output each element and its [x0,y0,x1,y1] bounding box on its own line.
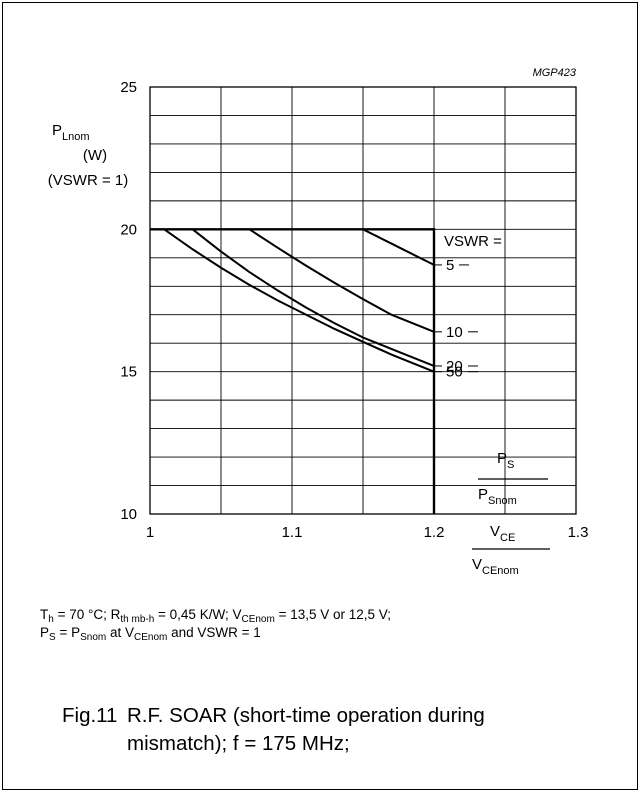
test-conditions: Th = 70 °C; Rth mb-h = 0,45 K/W; VCEnom … [40,606,392,643]
svg-text:PSnom: PSnom [478,486,517,507]
caption-line-1: R.F. SOAR (short-time operation during [127,704,485,727]
y-axis-label: PLnom (W) (VSWR = 1) [48,122,128,189]
soar-boundary-line [150,228,436,514]
vswr-curve-50 [163,228,435,373]
svg-text:(W): (W) [83,147,107,164]
svg-text:PS: PS [497,450,514,471]
y-tick-label: 10 [120,506,137,523]
x-tick-label: 1.2 [424,524,445,541]
conditions-line-1: Th = 70 °C; Rth mb-h = 0,45 K/W; VCEnom … [40,607,392,625]
figure-number: Fig.11 [62,704,118,727]
grid-lines [150,87,576,514]
curve-label-5: 5 [446,257,454,274]
conditions-line-2: PS = PSnom at VCEnom and VSWR = 1 [40,625,261,643]
y-tick-label: 15 [120,364,137,381]
svg-text:PLnom: PLnom [52,122,90,143]
y-tick-label: 25 [120,79,137,96]
svg-text:VCEnom: VCEnom [472,556,519,577]
svg-text:VCE: VCE [490,523,515,544]
x-tick-label: 1.3 [568,524,589,541]
curve-label-20: 20 [446,358,463,375]
legend-title: VSWR = [444,233,502,250]
vswr-curve-5 [362,228,435,266]
x-tick-label: 1.1 [282,524,303,541]
curve-label-50: 50 [446,364,463,381]
figure-id: MGP423 [533,67,577,79]
caption-line-2: mismatch); f = 175 MHz; [127,732,350,755]
curve-label-10: 10 [446,324,463,341]
y-tick-label: 20 [120,221,137,238]
tick-labels: 1 1.1 1.2 1.3 10 15 20 25 [120,79,588,541]
x-axis-label-voltage: VCE VCEnom [472,523,550,577]
vswr-curve-20 [191,228,435,367]
soar-boundary [150,228,436,514]
svg-text:(VSWR = 1): (VSWR = 1) [48,172,128,189]
vswr-curve-10 [248,228,435,333]
x-tick-label: 1 [146,524,154,541]
plot-border [149,86,577,515]
figure-caption: Fig.11 R.F. SOAR (short-time operation du… [62,702,485,758]
x-axis-label-power: PS PSnom [478,450,548,507]
